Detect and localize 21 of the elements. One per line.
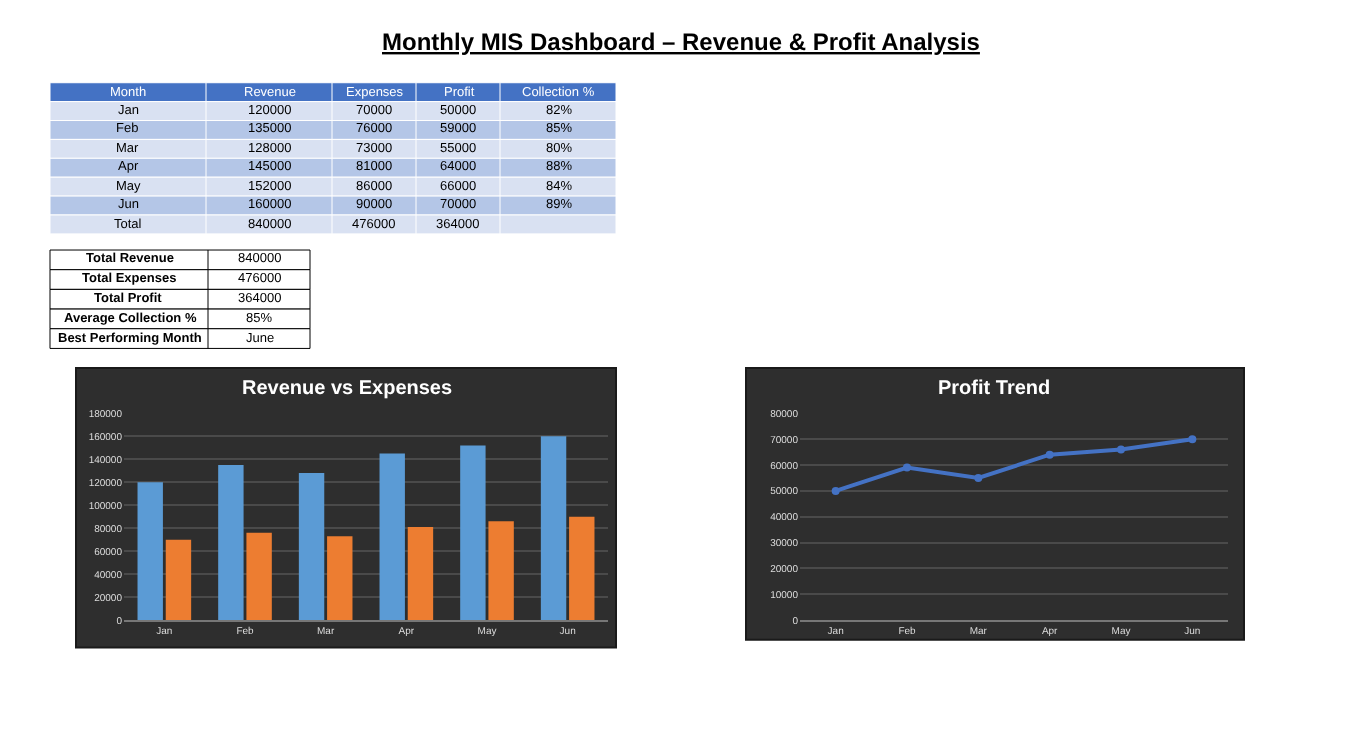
text: Monthly MIS Dashboard – Revenue & Profit Analysis <box>382 28 981 56</box>
bar <box>540 436 567 621</box>
point <box>974 473 983 482</box>
point <box>1045 450 1054 459</box>
point <box>903 463 911 472</box>
point <box>1188 435 1197 444</box>
bar <box>569 516 595 621</box>
point <box>1117 445 1125 454</box>
chart-title: Profit Trend <box>938 378 1051 400</box>
bar <box>460 445 486 621</box>
bar <box>165 539 192 621</box>
bar <box>246 532 272 621</box>
bar <box>407 527 434 621</box>
bar <box>137 482 163 621</box>
chart-title: Revenue vs Expenses <box>242 378 453 400</box>
bar <box>379 453 405 621</box>
bar <box>298 473 325 621</box>
point <box>831 486 840 495</box>
bar <box>488 521 514 621</box>
bar <box>327 536 353 621</box>
bar <box>218 465 244 621</box>
